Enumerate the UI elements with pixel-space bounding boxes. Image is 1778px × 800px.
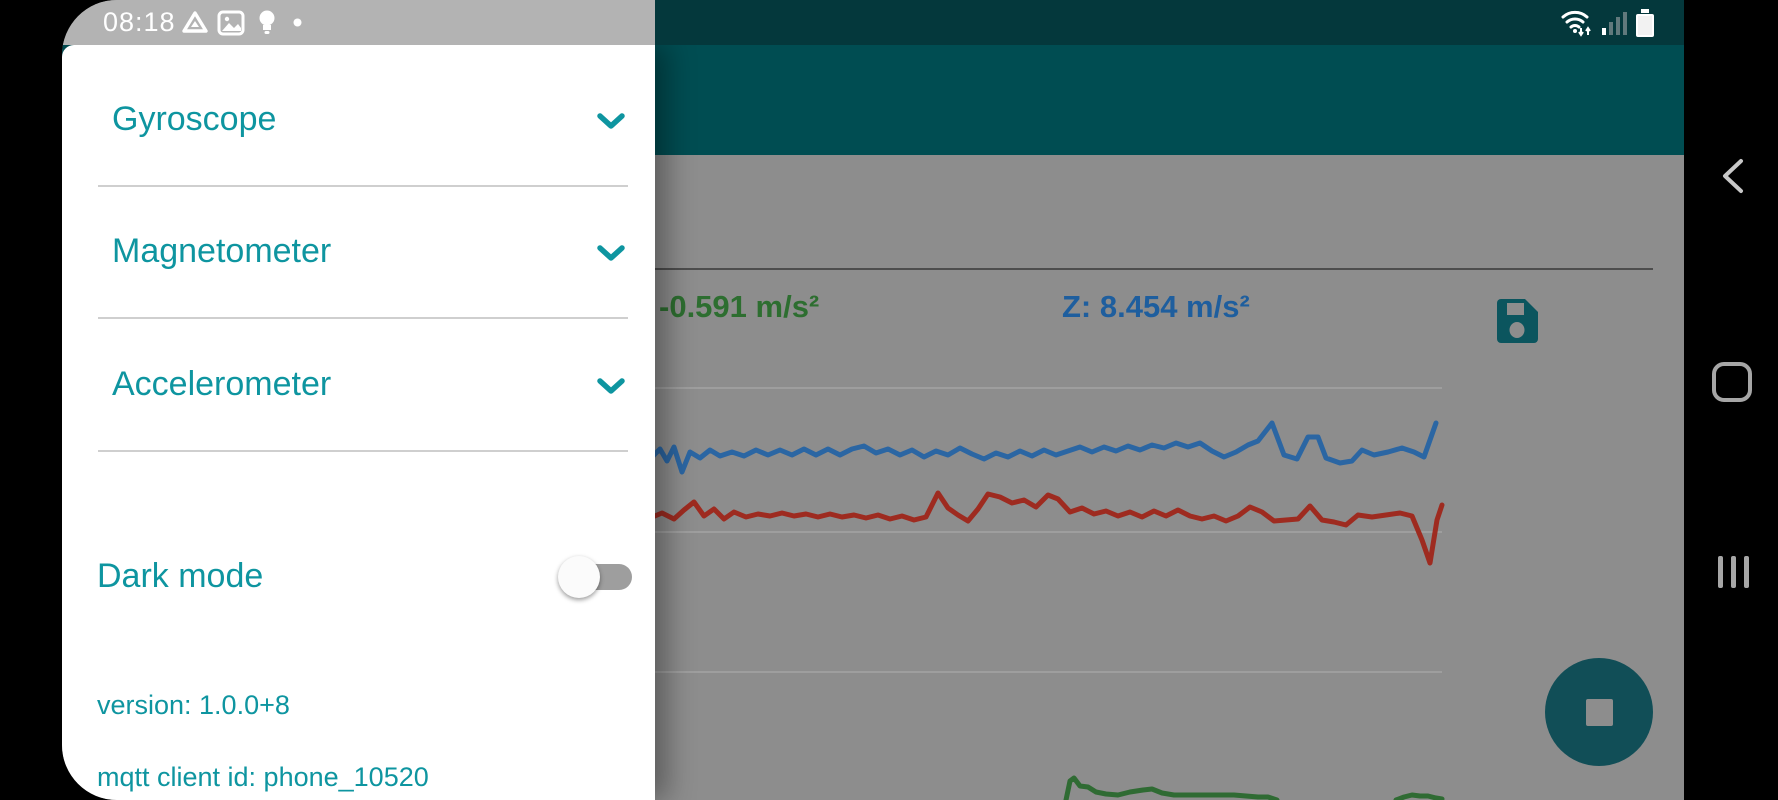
chevron-down-icon[interactable]: [597, 113, 625, 136]
drawer-item-gyroscope[interactable]: Gyroscope: [112, 100, 277, 138]
status-bar-over-drawer: [62, 0, 655, 45]
status-bar-over-app: [655, 0, 1684, 45]
stop-icon: [1585, 698, 1613, 726]
chevron-down-icon[interactable]: [597, 378, 625, 401]
save-icon[interactable]: [1494, 297, 1540, 349]
version-label: version: 1.0.0+8: [97, 690, 290, 720]
drawer-divider: [98, 450, 628, 452]
drawer-divider: [98, 185, 628, 187]
chevron-down-icon[interactable]: [597, 245, 625, 268]
battery-icon: [1634, 0, 1656, 45]
toolbar-divider: [582, 268, 1653, 270]
drawer-item-magnetometer[interactable]: Magnetometer: [112, 232, 332, 270]
mqtt-client-id-label: mqtt client id: phone_10520: [97, 762, 429, 792]
drive-icon: [181, 0, 209, 45]
toggle-thumb: [558, 556, 600, 598]
app-screen: -0.591 m/s² Z: 8.454 m/s² Gyroscope Magn…: [62, 0, 1684, 800]
nav-back-button[interactable]: [1720, 158, 1746, 199]
status-bar-clock: 08:18: [103, 7, 176, 37]
signal-icon: [1602, 0, 1628, 45]
drawer-divider: [98, 317, 628, 319]
sensor-value-z: Z: 8.454 m/s²: [1062, 289, 1250, 324]
stop-fab-button[interactable]: [1545, 658, 1653, 766]
dark-mode-label: Dark mode: [97, 557, 264, 595]
notification-dot-icon: [293, 0, 302, 45]
bulb-icon: [258, 0, 276, 45]
dark-mode-toggle[interactable]: [558, 556, 636, 598]
wifi-icon: [1560, 0, 1594, 45]
nav-home-button[interactable]: [1712, 362, 1752, 402]
nav-recents-button[interactable]: [1718, 556, 1749, 588]
drawer-item-accelerometer[interactable]: Accelerometer: [112, 365, 332, 403]
sensor-line-chart: [562, 387, 1445, 800]
gallery-icon: [217, 0, 245, 45]
sensor-value-x: -0.591 m/s²: [659, 289, 820, 324]
navigation-drawer: Gyroscope Magnetometer Accelerometer Dar…: [62, 45, 655, 800]
